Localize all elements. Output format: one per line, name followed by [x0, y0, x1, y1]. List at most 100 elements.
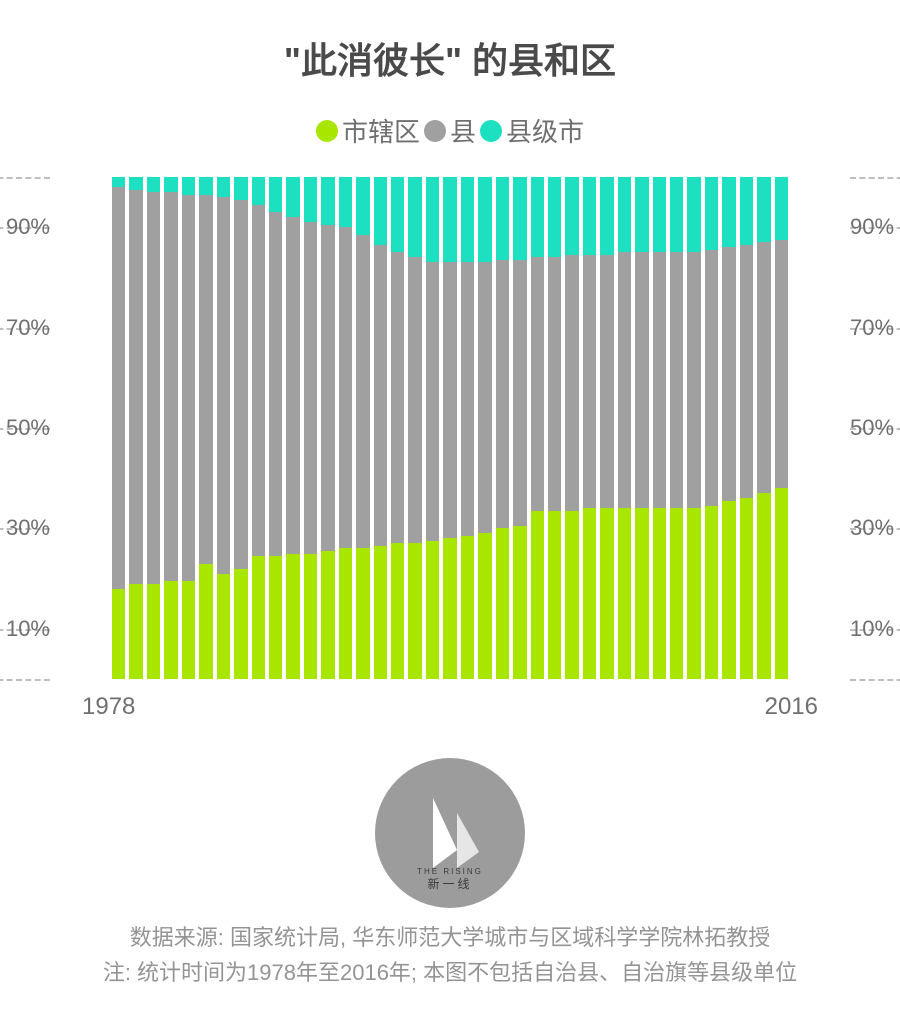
bar [374, 177, 387, 679]
bar-segment-district [217, 574, 230, 679]
bar [722, 177, 735, 679]
bar-segment-district [408, 543, 421, 679]
bar [670, 177, 683, 679]
bar-segment-district [740, 498, 753, 679]
bar-segment-district [374, 546, 387, 679]
bar-segment-district [757, 493, 770, 679]
bar-segment-district [199, 564, 212, 679]
bar-segment-countycity [478, 177, 491, 262]
bar [548, 177, 561, 679]
bar-segment-county [182, 195, 195, 582]
bar [112, 177, 125, 679]
bar-segment-district [513, 526, 526, 679]
bar-segment-countycity [408, 177, 421, 257]
bar [164, 177, 177, 679]
bar-segment-countycity [164, 177, 177, 192]
chart-title: "此消彼长" 的县和区 [0, 0, 900, 84]
bar-segment-countycity [722, 177, 735, 247]
bar-segment-countycity [757, 177, 770, 242]
bar-segment-county [722, 247, 735, 501]
bar [391, 177, 404, 679]
bar-segment-countycity [304, 177, 317, 222]
legend-label: 县级市 [506, 112, 584, 149]
bar-segment-county [653, 252, 666, 508]
bar-segment-county [304, 222, 317, 553]
legend: 市辖区县县级市 [0, 112, 900, 149]
y-axis-left: 10%30%50%70%90% [0, 177, 50, 679]
bar-segment-county [269, 212, 282, 556]
legend-swatch [480, 120, 502, 142]
bar-segment-district [182, 581, 195, 679]
bar-segment-county [496, 260, 509, 529]
bar-segment-countycity [182, 177, 195, 195]
gridline [850, 177, 900, 179]
chart: 10%30%50%70%90% 10%30%50%70%90% 1978 201… [50, 177, 850, 679]
bar [583, 177, 596, 679]
bar-segment-county [129, 190, 142, 584]
bar [775, 177, 788, 679]
bar-segment-countycity [513, 177, 526, 260]
y-axis-right: 10%30%50%70%90% [850, 177, 900, 679]
bar [740, 177, 753, 679]
bar-segment-district [339, 548, 352, 679]
bar-segment-countycity [356, 177, 369, 235]
bar-segment-countycity [653, 177, 666, 252]
y-tick-label: 90% [850, 216, 900, 238]
bar-segment-district [531, 511, 544, 679]
bar-segment-district [635, 508, 648, 679]
legend-item: 县 [424, 112, 476, 149]
bar-segment-county [252, 205, 265, 556]
bar [600, 177, 613, 679]
y-tick-label: 10% [850, 618, 900, 640]
bar-segment-countycity [461, 177, 474, 262]
bar [356, 177, 369, 679]
bar-segment-district [356, 548, 369, 679]
bar-segment-county [199, 195, 212, 564]
bar-segment-county [670, 252, 683, 508]
bar-segment-county [461, 262, 474, 536]
bar [496, 177, 509, 679]
bar-segment-county [286, 217, 299, 553]
gridline [0, 679, 50, 681]
bar-segment-countycity [600, 177, 613, 255]
bar-segment-district [618, 508, 631, 679]
bar-segment-county [339, 227, 352, 548]
svg-text:THE RISING: THE RISING [417, 867, 483, 876]
bar-segment-district [670, 508, 683, 679]
bar-segment-county [217, 197, 230, 574]
bar-segment-district [426, 541, 439, 679]
bar [199, 177, 212, 679]
bar-segment-countycity [531, 177, 544, 257]
bar [635, 177, 648, 679]
bar-segment-county [513, 260, 526, 526]
bar-segment-countycity [199, 177, 212, 195]
bar-segment-district [269, 556, 282, 679]
bar-segment-county [234, 200, 247, 569]
y-tick-label: 30% [850, 517, 900, 539]
bar-segment-county [478, 262, 491, 533]
y-tick-label: 10% [0, 618, 50, 640]
bar-segment-county [635, 252, 648, 508]
bar-segment-district [496, 528, 509, 679]
bar-segment-county [548, 257, 561, 511]
bar-segment-county [583, 255, 596, 509]
svg-text:新一线: 新一线 [427, 876, 472, 891]
bar-segment-district [234, 569, 247, 679]
bar-segment-countycity [583, 177, 596, 255]
bar [653, 177, 666, 679]
gridline [850, 679, 900, 681]
legend-item: 市辖区 [316, 112, 420, 149]
bar [426, 177, 439, 679]
bar-segment-countycity [565, 177, 578, 255]
y-tick-label: 70% [850, 317, 900, 339]
bar [513, 177, 526, 679]
bar-segment-county [408, 257, 421, 543]
bar-segment-district [112, 589, 125, 679]
bar-segment-district [775, 488, 788, 679]
bar-segment-district [443, 538, 456, 679]
bar [687, 177, 700, 679]
bar-segment-district [653, 508, 666, 679]
bar [129, 177, 142, 679]
bar-segment-countycity [112, 177, 125, 187]
bar-segment-countycity [321, 177, 334, 225]
